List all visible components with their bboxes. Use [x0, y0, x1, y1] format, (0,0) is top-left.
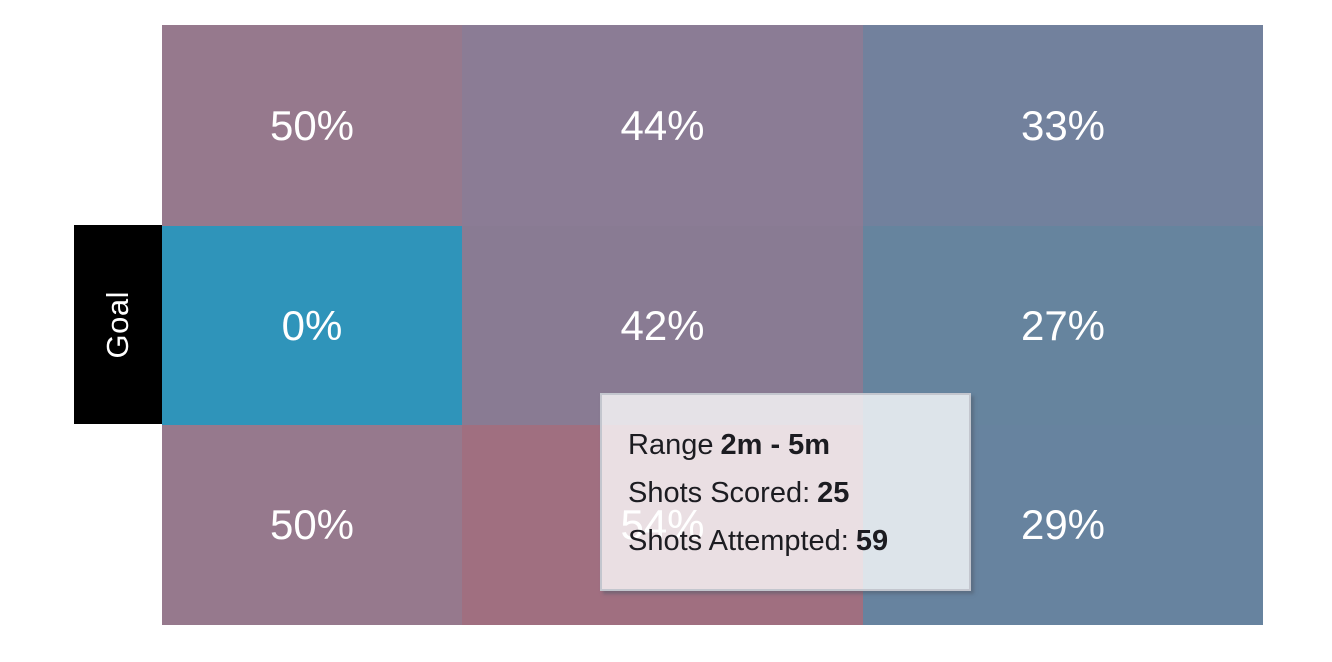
- cell-percentage-r1c1: 50%: [269, 101, 355, 149]
- heatmap-cell-r1c3[interactable]: 33%: [863, 25, 1263, 226]
- tooltip-attempted-label: Shots Attempted:: [628, 525, 849, 557]
- heatmap-cell-r1c1[interactable]: 50%: [162, 25, 462, 226]
- heatmap-cell-r1c2[interactable]: 44%: [462, 25, 863, 226]
- cell-percentage-r2c3: 27%: [1020, 301, 1106, 349]
- tooltip-range-line: Range 2m - 5m: [628, 421, 949, 469]
- tooltip-range-label: Range: [628, 429, 714, 461]
- cell-percentage-r3c1: 50%: [269, 501, 355, 548]
- heatmap-grid: 50% 44% 33% 0% 42% 27% 50% 54% 29%: [162, 25, 1263, 625]
- cell-percentage-r2c1: 0%: [281, 301, 343, 349]
- tooltip-scored-value: 25: [817, 477, 850, 509]
- tooltip-scored-line: Shots Scored: 25: [628, 469, 949, 517]
- tooltip-attempted-line: Shots Attempted: 59: [628, 517, 949, 565]
- tooltip-scored-label: Shots Scored:: [628, 477, 811, 509]
- tooltip-attempted-value: 59: [855, 525, 889, 557]
- cell-percentage-r1c2: 44%: [620, 101, 705, 149]
- heatmap-cell-r2c1[interactable]: 0%: [162, 226, 462, 425]
- heatmap-cell-r3c1[interactable]: 50%: [162, 425, 462, 625]
- tooltip-range-value: 2m - 5m: [720, 429, 831, 461]
- goal-axis-label: Goal: [100, 290, 135, 359]
- cell-percentage-r3c3: 29%: [1020, 501, 1106, 548]
- cell-percentage-r2c2: 42%: [620, 301, 705, 349]
- heatmap-cell-r2c3[interactable]: 27%: [863, 226, 1263, 425]
- cell-percentage-r1c3: 33%: [1020, 101, 1106, 149]
- cell-hover-tooltip: Range 2m - 5m Shots Scored: 25 Shots Attem…: [600, 393, 971, 591]
- goal-axis-box: Goal: [74, 225, 162, 424]
- heatmap-cell-r2c2[interactable]: 42%: [462, 226, 863, 425]
